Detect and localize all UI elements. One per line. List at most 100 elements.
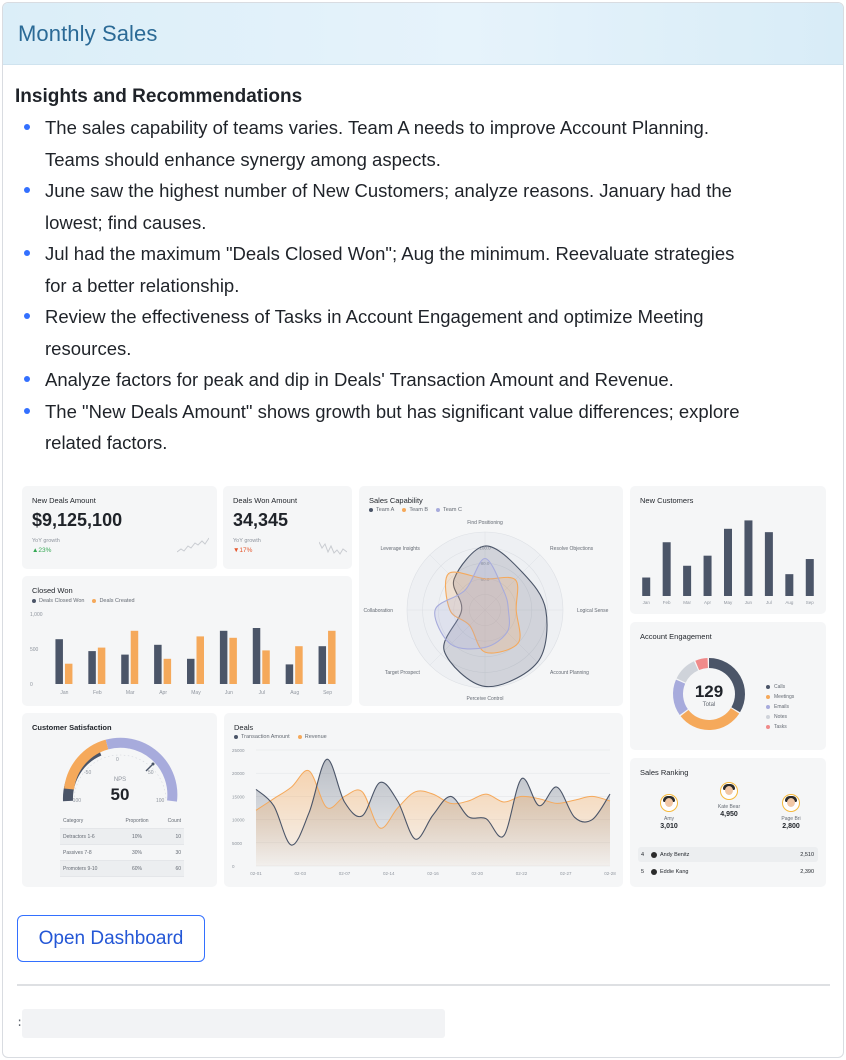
sales-ranking-panel: Sales Ranking Amy 3,010 Kate Bear 4,950 … bbox=[630, 758, 826, 887]
bar-new-customers bbox=[805, 559, 814, 596]
legend-item: Tasks bbox=[766, 722, 794, 732]
legend-dot bbox=[766, 705, 770, 709]
y-tick-label: 1,000 bbox=[30, 612, 43, 618]
area-revenue-fill bbox=[256, 770, 610, 866]
table-row: Detractors 1-6 10% 10 bbox=[60, 829, 184, 845]
closed-won-legend: Deals Closed Won Deals Created bbox=[32, 598, 135, 604]
bar-closed-won bbox=[252, 628, 261, 684]
legend-label: Meetings bbox=[774, 694, 795, 700]
legend-item: Calls bbox=[766, 682, 794, 692]
x-tick-label: Apr bbox=[704, 600, 712, 605]
insight-line: lowest; find causes. bbox=[45, 211, 207, 233]
bar-new-customers bbox=[764, 532, 773, 596]
donut-segment-notes bbox=[676, 661, 699, 683]
closed-won-title: Closed Won bbox=[32, 586, 73, 595]
insight-line: Review the effectiveness of Tasks in Acc… bbox=[45, 306, 704, 327]
closed-won-panel: Closed Won Deals Closed Won Deals Create… bbox=[22, 576, 352, 706]
x-tick-label: May bbox=[191, 690, 201, 696]
legend-label: Team B bbox=[409, 507, 428, 513]
donut-segment-tasks bbox=[695, 658, 709, 671]
y-tick-label: 10000 bbox=[232, 818, 245, 823]
legend-item: Emails bbox=[766, 702, 794, 712]
insight-item: Review the effectiveness of Tasks in Acc… bbox=[15, 301, 830, 364]
message-input[interactable] bbox=[22, 1009, 445, 1038]
x-tick-label: Jan bbox=[643, 600, 651, 605]
sales-capability-radar: Find Positioning Resolve Objections Logica… bbox=[364, 520, 609, 702]
engagement-total-label: Total bbox=[702, 702, 716, 708]
open-dashboard-button[interactable]: Open Dashboard bbox=[17, 915, 205, 962]
deals-won-change: ▼17% bbox=[233, 547, 253, 554]
bar-created bbox=[64, 663, 73, 684]
x-tick-label: Feb bbox=[663, 600, 671, 605]
customer-satisfaction-panel: Customer Satisfaction -100 -50 0 50 100 … bbox=[22, 713, 217, 887]
legend-label: Deals Created bbox=[99, 598, 135, 604]
engagement-total: 129 bbox=[694, 682, 724, 701]
insight-item: The "New Deals Amount" shows growth but … bbox=[15, 396, 830, 459]
sales-ranking-title: Sales Ranking bbox=[640, 768, 689, 777]
legend-dot bbox=[766, 725, 770, 729]
radar-axis-label: Collaboration bbox=[364, 608, 394, 614]
y-tick-label: 15000 bbox=[232, 794, 245, 799]
deals-legend: Transaction Amount Revenue bbox=[234, 734, 327, 740]
radar-axis bbox=[429, 554, 486, 611]
rank-value: 2,390 bbox=[800, 868, 814, 875]
avatar bbox=[660, 794, 678, 812]
table-cell: 30 bbox=[175, 849, 181, 856]
x-tick-label: Mar bbox=[683, 600, 691, 605]
bar-closed-won bbox=[318, 646, 327, 684]
legend-dot bbox=[766, 685, 770, 689]
bar-closed-won bbox=[285, 664, 294, 684]
legend-dot bbox=[766, 695, 770, 699]
radar-axis-label: Account Planning bbox=[550, 670, 589, 676]
x-tick-label: Jun bbox=[745, 600, 753, 605]
bar-closed-won bbox=[219, 630, 228, 684]
legend-item: Transaction Amount bbox=[234, 734, 290, 740]
radar-axis-label: Leverage Insights bbox=[380, 546, 420, 552]
rank-name: Amy bbox=[664, 816, 674, 822]
legend-item: Notes bbox=[766, 712, 794, 722]
bar-closed-won bbox=[121, 654, 129, 684]
sales-capability-panel: Sales Capability Team A Team B Team C Fi… bbox=[359, 486, 623, 706]
legend-label: Deals Closed Won bbox=[39, 598, 85, 604]
radar-axis bbox=[484, 609, 541, 666]
new-customers-title: New Customers bbox=[640, 496, 694, 505]
account-engagement-panel: Account Engagement 129 Total Calls Meetin… bbox=[630, 622, 826, 750]
table-header: Count bbox=[167, 817, 181, 824]
bar-closed-won bbox=[187, 658, 195, 684]
gauge-tick: 100 bbox=[156, 798, 165, 804]
nps-label: NPS bbox=[113, 777, 127, 783]
y-tick-label: 5000 bbox=[232, 841, 243, 846]
table-header-row: Category Proportion Count bbox=[60, 813, 184, 829]
legend-label: Team C bbox=[443, 507, 462, 513]
x-tick-label: 02-01 bbox=[250, 871, 262, 876]
bar-created bbox=[97, 647, 106, 684]
rank-value: 2,510 bbox=[800, 851, 814, 858]
bar-new-customers bbox=[683, 565, 692, 596]
legend-label: Revenue bbox=[304, 734, 327, 740]
y-tick-label: 20000 bbox=[232, 771, 245, 776]
nps-table: Category Proportion Count Detractors 1-6… bbox=[60, 813, 184, 877]
engagement-legend: Calls Meetings Emails Notes Tasks bbox=[766, 682, 794, 732]
bar-new-customers bbox=[785, 574, 794, 596]
deals-won-value: 34,345 bbox=[233, 510, 289, 530]
y-tick-label: 0 bbox=[232, 864, 235, 869]
x-tick-label: 02-27 bbox=[560, 871, 572, 876]
insight-item: Jul had the maximum "Deals Closed Won"; … bbox=[15, 238, 830, 301]
bar-new-customers bbox=[662, 542, 671, 596]
radar-axis-label: Perceive Control bbox=[467, 696, 504, 702]
deals-chart: 25000 20000 15000 10000 5000 0 02-01 02-03 02-07… bbox=[232, 748, 616, 876]
legend-item: Deals Created bbox=[92, 598, 135, 604]
radar-series-team-b bbox=[444, 571, 521, 654]
table-row: Promoters 9-10 60% 60 bbox=[60, 861, 184, 877]
insight-line: related factors. bbox=[45, 432, 168, 453]
deals-panel: Deals Transaction Amount Revenue 25000 20… bbox=[224, 713, 623, 887]
rank-name: Page Bri bbox=[781, 816, 801, 822]
nps-value: 50 bbox=[110, 785, 130, 804]
insight-line: Teams should enhance synergy among aspec… bbox=[45, 148, 441, 170]
bar-new-customers bbox=[642, 577, 651, 596]
legend-label: Calls bbox=[774, 684, 786, 690]
insight-item: Analyze factors for peak and dip in Deal… bbox=[15, 364, 830, 396]
legend-item: Deals Closed Won bbox=[32, 598, 84, 604]
donut-segment-meetings bbox=[680, 707, 740, 730]
x-tick-label: May bbox=[724, 600, 733, 605]
